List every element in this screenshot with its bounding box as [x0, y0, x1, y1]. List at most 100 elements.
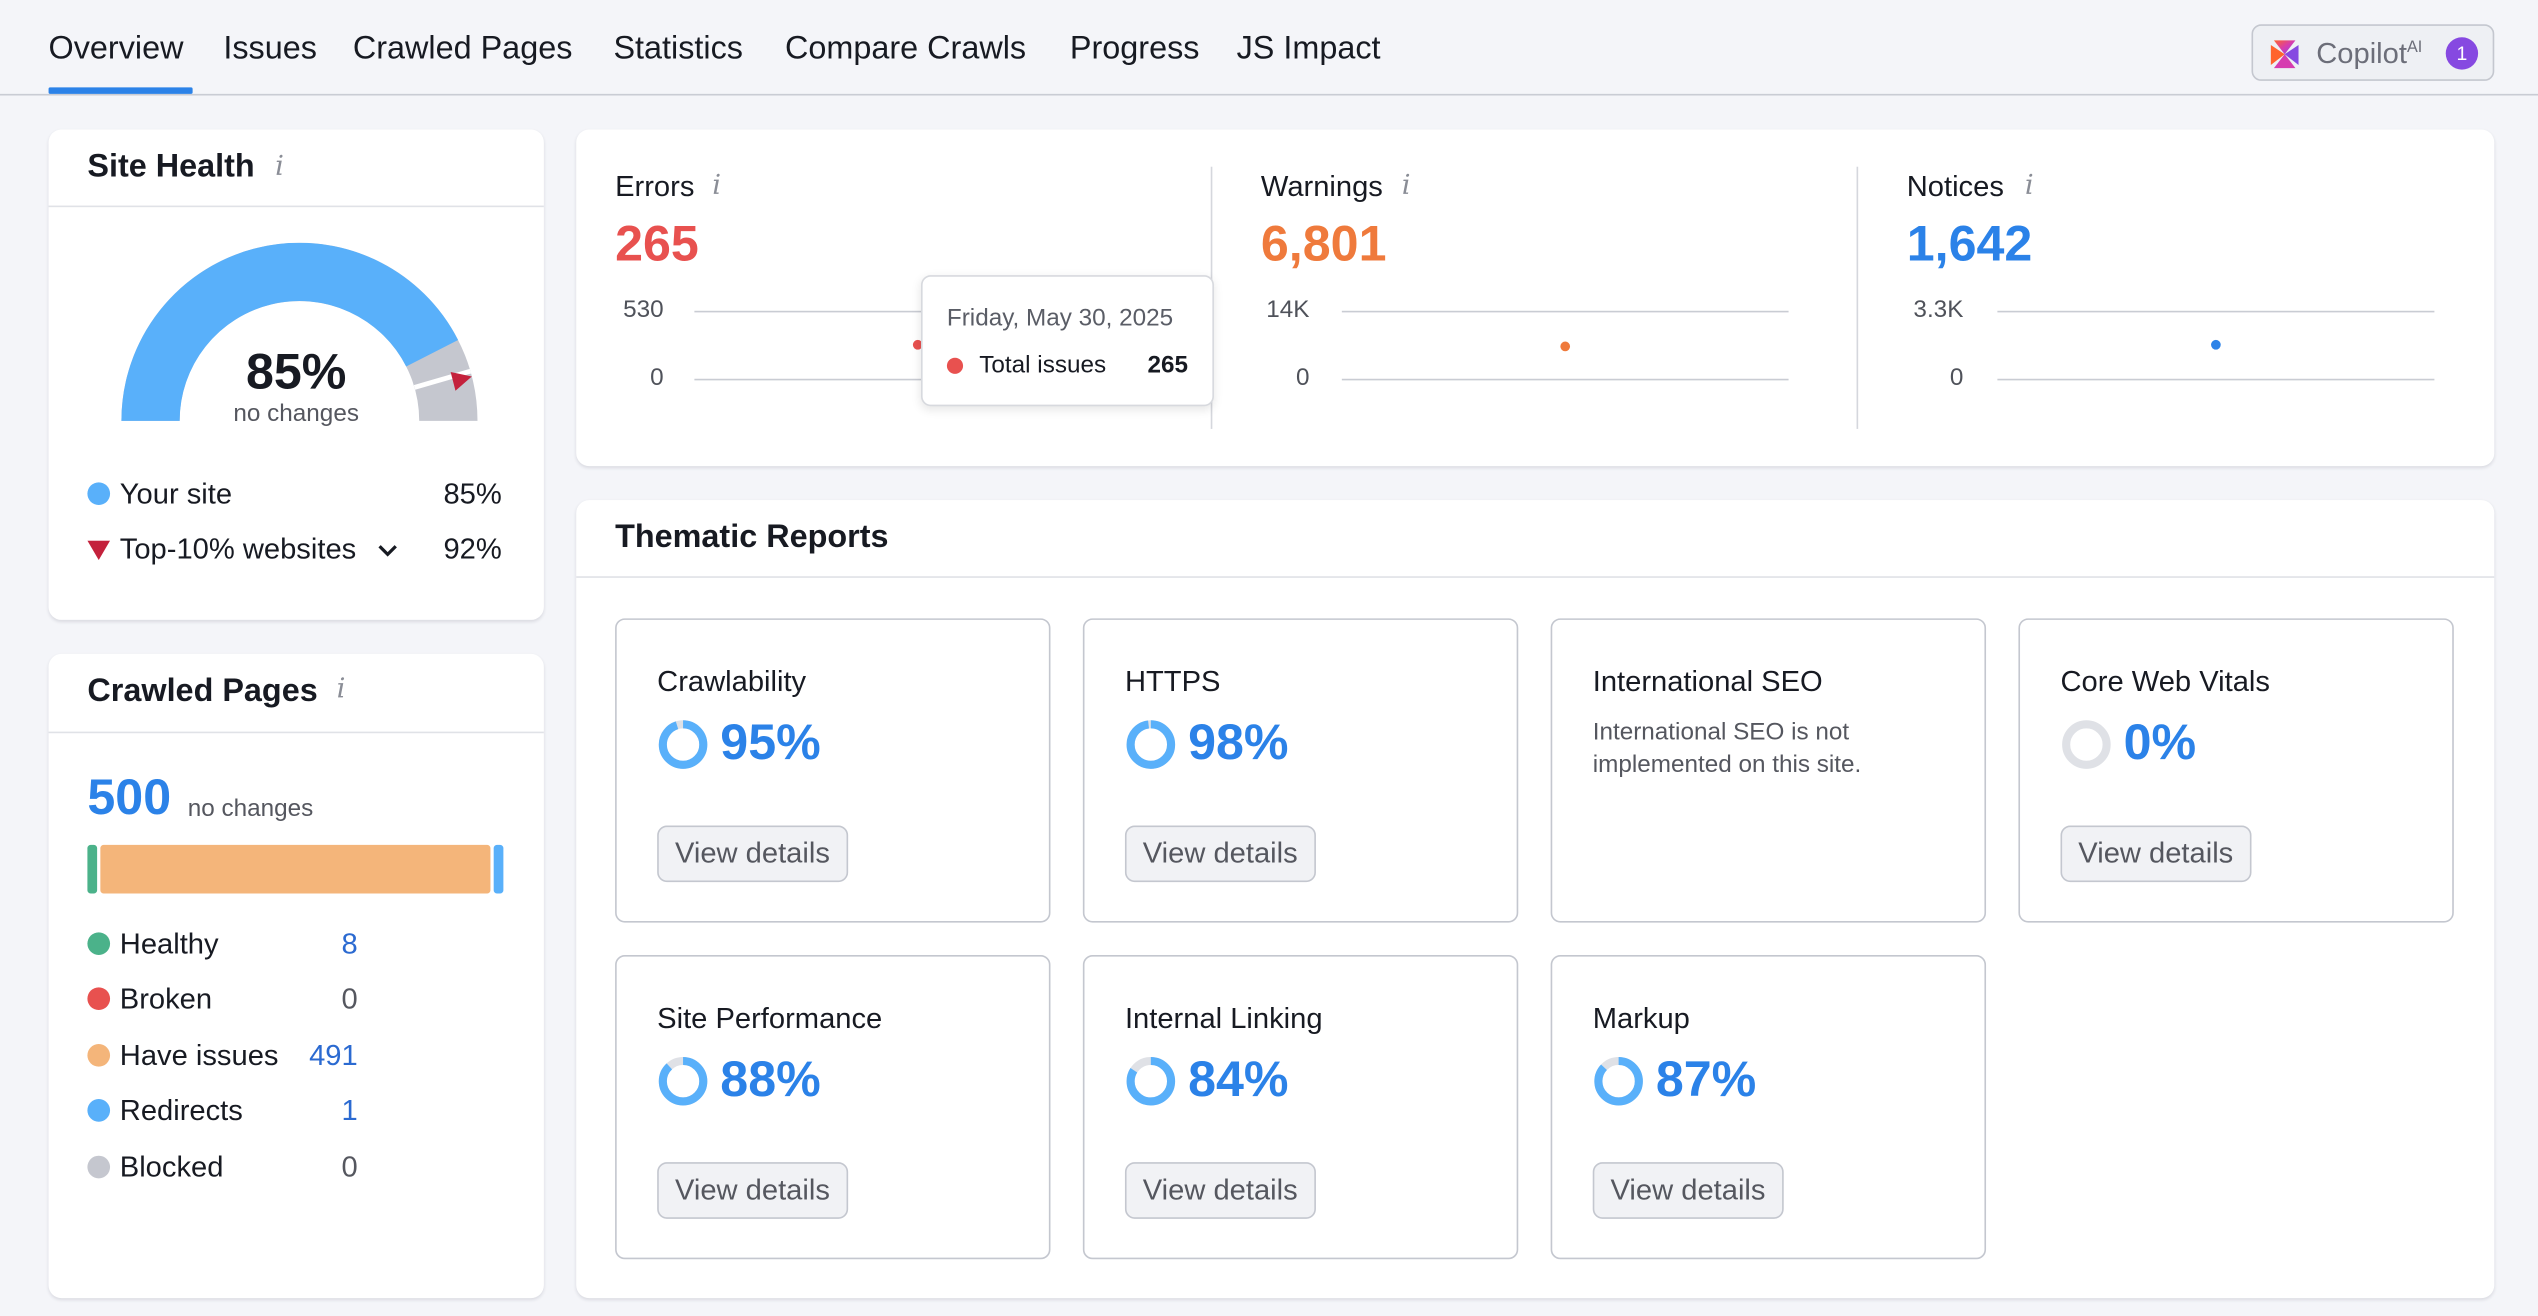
- row-healthy-value[interactable]: 8: [341, 927, 358, 960]
- tab-statistics[interactable]: Statistics: [613, 30, 743, 67]
- blocked-dot-icon: [87, 1155, 111, 1179]
- tab-progress[interactable]: Progress: [1069, 30, 1200, 67]
- site-health-title: Site Health: [87, 148, 255, 185]
- errors-label: Errors: [615, 169, 695, 203]
- site-health-card: Site Health i 85% no changes Your site 8…: [48, 129, 544, 620]
- report-name: International SEO: [1592, 665, 1823, 698]
- info-icon[interactable]: i: [2024, 169, 2034, 203]
- view-details-button[interactable]: View details: [1124, 1162, 1316, 1219]
- notices-data-point[interactable]: [2211, 340, 2221, 350]
- notices-axis-max: 3.3K: [1913, 296, 1964, 324]
- errors-axis-min: 0: [650, 364, 664, 392]
- notices-value[interactable]: 1,642: [1906, 215, 2033, 272]
- warnings-axis-max: 14K: [1266, 296, 1310, 324]
- progress-ring-icon: [658, 1056, 708, 1106]
- gauge-separator: [413, 368, 472, 390]
- report-name: HTTPS: [1124, 665, 1221, 698]
- tab-issues[interactable]: Issues: [223, 30, 317, 67]
- view-details-button[interactable]: View details: [657, 1162, 848, 1219]
- warnings-value[interactable]: 6,801: [1260, 215, 1387, 272]
- tooltip-dot-icon: [946, 357, 964, 374]
- warnings-axis-min: 0: [1295, 364, 1310, 392]
- warnings-data-point[interactable]: [1560, 340, 1571, 351]
- errors-value[interactable]: 265: [615, 215, 699, 272]
- report-https[interactable]: HTTPS 98% View details: [1082, 618, 1519, 923]
- view-details-button[interactable]: View details: [657, 825, 848, 883]
- info-icon[interactable]: i: [712, 169, 721, 203]
- tab-js-impact[interactable]: JS Impact: [1236, 30, 1381, 67]
- crawled-pages-title[interactable]: Crawled Pages: [87, 673, 318, 709]
- view-details-button[interactable]: View details: [2060, 825, 2252, 883]
- report-name: Site Performance: [657, 1001, 883, 1035]
- site-health-score: 85%: [245, 343, 347, 400]
- report-score: 98%: [1188, 713, 1289, 771]
- report-site-performance[interactable]: Site Performance 88% View details: [615, 954, 1051, 1260]
- errors-axis-max: 530: [623, 296, 664, 324]
- row-broken-value: 0: [341, 982, 358, 1015]
- report-score: 0%: [2123, 713, 2197, 771]
- report-name: Markup: [1592, 1001, 1690, 1035]
- row-healthy-label: Healthy: [119, 927, 219, 960]
- chevron-down-icon[interactable]: [377, 544, 398, 559]
- divider: [576, 576, 2495, 578]
- bar-segment-redirects[interactable]: [493, 844, 504, 894]
- top10-triangle-icon: [87, 540, 111, 561]
- gridline: [1341, 378, 1789, 381]
- report-international-seo[interactable]: International SEO International SEO is n…: [1550, 618, 1987, 923]
- bar-segment-healthy[interactable]: [87, 844, 98, 894]
- row-redirects-label: Redirects: [119, 1094, 243, 1127]
- notices-axis-min: 0: [1949, 364, 1964, 392]
- bar-segment-have-issues[interactable]: [100, 844, 491, 894]
- report-score: 88%: [720, 1050, 821, 1108]
- errors-tooltip: Friday, May 30, 2025 Total issues 265: [920, 275, 1214, 407]
- row-blocked-label: Blocked: [119, 1150, 224, 1184]
- report-score: 95%: [720, 713, 821, 771]
- top10-marker-icon: [450, 371, 472, 391]
- errors-data-point[interactable]: [912, 339, 923, 350]
- report-core-web-vitals[interactable]: Core Web Vitals 0% View details: [2018, 618, 2454, 923]
- copilot-button[interactable]: CopilotAI 1: [2251, 24, 2495, 81]
- report-name: Internal Linking: [1124, 1001, 1323, 1035]
- thematic-reports-title: Thematic Reports: [615, 519, 889, 556]
- healthy-dot-icon: [87, 932, 111, 955]
- row-have-issues-value[interactable]: 491: [309, 1039, 358, 1072]
- tooltip-value: 265: [1147, 351, 1189, 379]
- row-have-issues-label: Have issues: [119, 1039, 279, 1072]
- broken-dot-icon: [87, 987, 111, 1011]
- gauge-fill: [121, 242, 459, 422]
- legend-top10[interactable]: Top-10% websites: [119, 532, 357, 565]
- your-site-value: 85%: [443, 477, 502, 510]
- row-redirects-value[interactable]: 1: [341, 1094, 358, 1127]
- divider: [1856, 166, 1859, 429]
- info-icon[interactable]: i: [336, 673, 346, 706]
- tab-crawled-pages[interactable]: Crawled Pages: [352, 30, 573, 67]
- top-nav: Overview Issues Crawled Pages Statistics…: [0, 0, 2538, 96]
- redirects-dot-icon: [87, 1099, 111, 1122]
- progress-ring-icon: [1126, 1056, 1176, 1106]
- report-note: International SEO is not implemented on …: [1592, 718, 1862, 779]
- view-details-button[interactable]: View details: [1592, 1162, 1784, 1219]
- crawled-pages-count[interactable]: 500: [87, 768, 172, 826]
- report-internal-linking[interactable]: Internal Linking 84% View details: [1082, 954, 1519, 1260]
- report-name: Core Web Vitals: [2060, 665, 2270, 698]
- issues-summary-card: Errors i 265 530 0 Warnings i 6,801 14K …: [576, 129, 2495, 467]
- report-markup[interactable]: Markup 87% View details: [1550, 954, 1987, 1260]
- progress-ring-icon: [2062, 720, 2111, 769]
- have-issues-dot-icon: [87, 1044, 111, 1067]
- tab-overview[interactable]: Overview: [48, 30, 184, 67]
- gridline: [1341, 310, 1789, 313]
- gridline: [1997, 378, 2435, 381]
- tooltip-label: Total issues: [979, 351, 1107, 379]
- row-broken-label: Broken: [119, 982, 213, 1015]
- info-icon[interactable]: i: [1401, 169, 1411, 203]
- notices-label: Notices: [1906, 169, 2004, 203]
- copilot-notification-badge: 1: [2445, 37, 2479, 70]
- info-icon[interactable]: i: [275, 150, 284, 183]
- report-crawlability[interactable]: Crawlability 95% View details: [615, 618, 1051, 923]
- report-score: 84%: [1188, 1050, 1289, 1108]
- tab-compare-crawls[interactable]: Compare Crawls: [785, 30, 1027, 67]
- progress-ring-icon: [1126, 720, 1176, 769]
- site-health-gauge: [121, 242, 478, 422]
- crawled-pages-change: no changes: [187, 794, 314, 823]
- view-details-button[interactable]: View details: [1124, 825, 1316, 883]
